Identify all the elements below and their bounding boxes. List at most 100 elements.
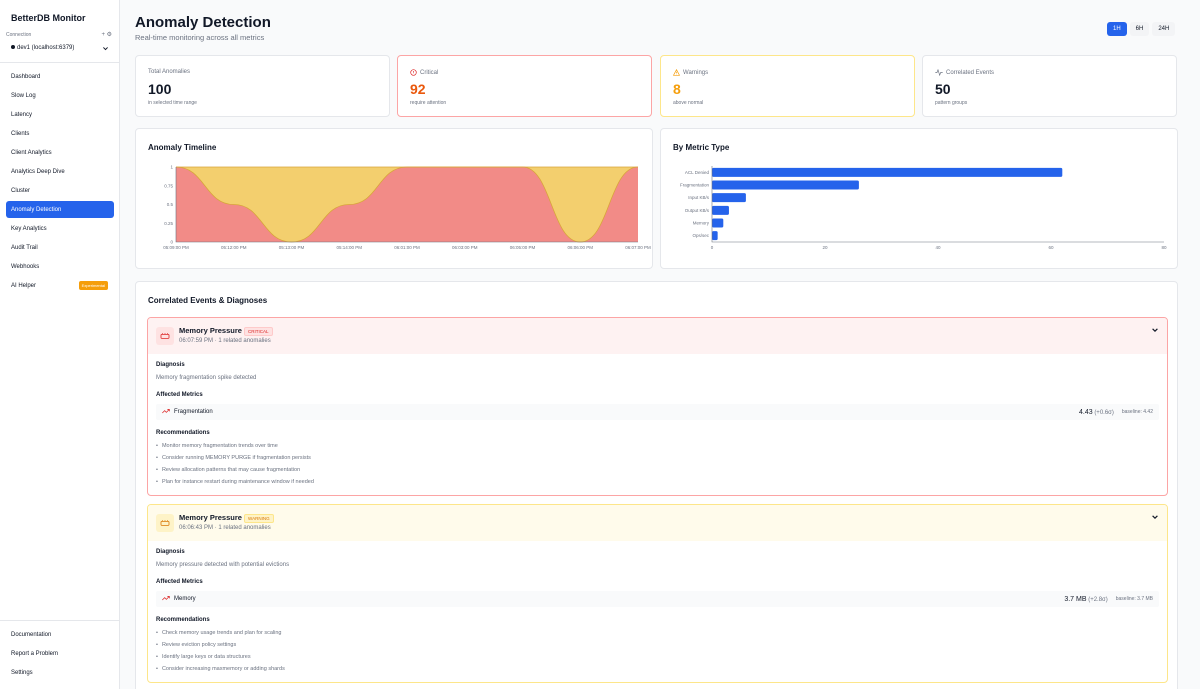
card-title: Anomaly Timeline	[148, 143, 217, 152]
timeline-y-tick: 0	[170, 240, 173, 245]
affected-metrics-heading: Affected Metrics	[156, 579, 203, 585]
timeline-x-tick: 05:12:00 PM	[221, 245, 247, 250]
recommendations-heading: Recommendations	[156, 430, 210, 436]
bar-x-tick: 60	[1048, 245, 1054, 250]
stat-label: Warnings	[683, 69, 709, 76]
recommendation-item: Identify large keys or data structures	[156, 651, 285, 663]
stat-value: 100	[148, 81, 172, 97]
trending-up-icon	[162, 595, 170, 603]
sidebar-item-cluster[interactable]: Cluster	[6, 182, 114, 199]
timeline-x-tick: 05:09:00 PM	[163, 245, 189, 250]
event-item: Memory Pressure CRITICAL 06:07:59 PM · 1…	[147, 317, 1168, 496]
range-button-1h[interactable]: 1H	[1107, 22, 1127, 36]
bar-category-label: Ops/sec	[692, 233, 709, 238]
sidebar-item-latency[interactable]: Latency	[6, 106, 114, 123]
bar-category-label: Memory	[693, 221, 710, 226]
timeline-y-tick: 1	[170, 165, 173, 170]
sidebar-item-label: Key Analytics	[11, 225, 47, 232]
timeline-x-tick: 06:07:00 PM	[625, 245, 651, 250]
card-title: Correlated Events & Diagnoses	[148, 296, 268, 305]
bar-x-tick: 0	[711, 245, 714, 250]
event-header[interactable]: Memory Pressure WARNING 06:06:43 PM · 1 …	[148, 505, 1167, 541]
sidebar-item-label: Latency	[11, 111, 33, 118]
connection-value: dev1 (localhost:6379)	[17, 45, 75, 51]
sidebar-item-clients[interactable]: Clients	[6, 125, 114, 142]
timeline-x-tick: 05:14:00 PM	[336, 245, 362, 250]
stat-card-warnings: Warnings 8 above normal	[660, 55, 915, 117]
by-metric-card: By Metric Type ACL Denied Fragmentation In…	[660, 128, 1178, 269]
sidebar-item-webhooks[interactable]: Webhooks	[6, 258, 114, 275]
connection-actions-icon[interactable]: + ⚙	[101, 32, 112, 38]
bar-acl-denied[interactable]	[712, 167, 1063, 177]
stat-value: 8	[673, 81, 681, 97]
sidebar-item-audit-trail[interactable]: Audit Trail	[6, 239, 114, 256]
connection-select[interactable]: dev1 (localhost:6379)	[6, 41, 114, 55]
timeline-x-tick: 05:13:00 PM	[279, 245, 305, 250]
sidebar-item-client-analytics[interactable]: Client Analytics	[6, 144, 114, 161]
diagnosis-text: Memory pressure detected with potential …	[156, 562, 290, 568]
stat-card-correlated: Correlated Events 50 pattern groups	[922, 55, 1177, 117]
bar-x-tick: 80	[1161, 245, 1167, 250]
timeline-area-series-1	[176, 167, 638, 242]
bar-fragmentation[interactable]	[712, 180, 859, 190]
correlated-events-card: Correlated Events & Diagnoses Memory Pre…	[135, 281, 1178, 689]
bar-memory[interactable]	[712, 218, 724, 228]
bar-output-kb-s[interactable]	[712, 205, 729, 215]
timeline-y-tick: 0.25	[164, 221, 173, 226]
card-title: By Metric Type	[673, 143, 730, 152]
recommendation-item: Monitor memory fragmentation trends over…	[156, 440, 314, 452]
event-item: Memory Pressure WARNING 06:06:43 PM · 1 …	[147, 504, 1168, 683]
recommendation-item: Consider running MEMORY PURGE if fragmen…	[156, 452, 314, 464]
event-meta: 06:07:59 PM · 1 related anomalies	[179, 338, 271, 344]
timeline-area-series-0	[176, 167, 638, 242]
stat-value: 92	[410, 81, 426, 97]
stat-card-critical: Critical 92 require attention	[397, 55, 652, 117]
sidebar-item-ai-helper[interactable]: AI Helper Experimental	[6, 277, 114, 294]
trending-up-icon	[162, 408, 170, 416]
sidebar-item-label: Settings	[11, 669, 33, 676]
sidebar-item-label: AI Helper	[11, 282, 37, 289]
sidebar-item-settings[interactable]: Settings	[6, 664, 114, 681]
page-title: Anomaly Detection	[135, 14, 271, 31]
sidebar-item-report-a-problem[interactable]: Report a Problem	[6, 645, 114, 662]
metric-value: 3.7 MB	[1064, 595, 1087, 603]
sidebar-item-analytics-deep-dive[interactable]: Analytics Deep Dive	[6, 163, 114, 180]
recommendation-item: Review eviction policy settings	[156, 639, 285, 651]
sidebar-item-key-analytics[interactable]: Key Analytics	[6, 220, 114, 237]
event-title: Memory Pressure	[179, 513, 242, 522]
range-button-24h[interactable]: 24H	[1152, 22, 1176, 36]
warning-triangle-icon	[673, 69, 680, 76]
diagnosis-text: Memory fragmentation spike detected	[156, 375, 257, 381]
range-button-6h[interactable]: 6H	[1129, 22, 1150, 36]
sidebar-item-label: Slow Log	[11, 92, 36, 99]
sidebar-item-documentation[interactable]: Documentation	[6, 626, 114, 643]
event-header[interactable]: Memory Pressure CRITICAL 06:07:59 PM · 1…	[148, 318, 1167, 354]
recommendation-item: Review allocation patterns that may caus…	[156, 464, 314, 476]
chevron-down-icon[interactable]	[1151, 513, 1159, 521]
alert-circle-icon	[410, 69, 417, 76]
event-title: Memory Pressure	[179, 326, 242, 335]
stat-foot: above normal	[673, 100, 704, 106]
time-range-selector: 1H 6H 24H	[1107, 22, 1176, 36]
stat-label: Critical	[420, 69, 439, 76]
sidebar-item-label: Documentation	[11, 631, 52, 638]
sidebar-item-dashboard[interactable]: Dashboard	[6, 68, 114, 85]
sidebar-item-slow-log[interactable]: Slow Log	[6, 87, 114, 104]
sidebar-bottom-nav: Documentation Report a Problem Settings	[6, 626, 114, 683]
activity-icon	[935, 69, 943, 76]
connection-label: Connection	[6, 32, 32, 38]
metric-baseline: baseline: 3.7 MB	[1115, 596, 1153, 602]
sidebar-item-label: Client Analytics	[11, 149, 52, 156]
chevron-down-icon	[103, 46, 108, 50]
connection-status-dot	[11, 45, 15, 49]
sidebar: BetterDB Monitor Connection + ⚙ dev1 (lo…	[0, 0, 120, 689]
chevron-down-icon[interactable]	[1151, 326, 1159, 334]
metric-delta: (+2.8σ)	[1088, 596, 1108, 603]
sidebar-item-anomaly-detection[interactable]: Anomaly Detection	[6, 201, 114, 218]
sidebar-item-label: Audit Trail	[11, 244, 38, 251]
bar-input-kb-s[interactable]	[712, 193, 746, 203]
anomaly-timeline-chart: 0 0.25 0.5 0.75 1 05:09:00 PM 05:12:00 PM 05:13…	[163, 165, 651, 251]
bar-ops-sec[interactable]	[712, 231, 718, 241]
diagnosis-heading: Diagnosis	[156, 549, 185, 555]
recommendations-heading: Recommendations	[156, 617, 210, 623]
